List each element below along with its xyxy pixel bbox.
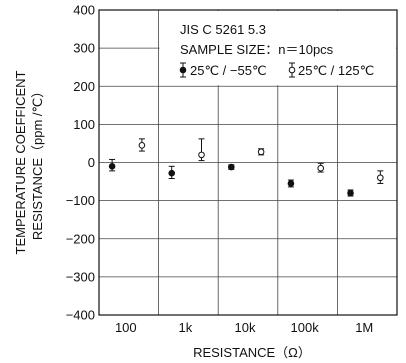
data-point — [198, 138, 205, 162]
data-point — [317, 162, 325, 173]
legend-background — [159, 11, 396, 86]
legend-marker — [179, 62, 187, 78]
y-axis-label-line: TEMPERATURE COEFFICENT — [13, 70, 28, 254]
x-tick-label: 10k — [235, 320, 256, 335]
y-axis-label-line: RESISTANCE（ppm /℃） — [30, 85, 45, 240]
data-point — [287, 179, 295, 188]
data-point — [377, 170, 384, 184]
data-point — [108, 158, 116, 172]
y-tick-label: 200 — [73, 79, 95, 94]
y-tick-label: 0 — [88, 155, 95, 170]
legend-entry-label: 25℃ / −55℃ — [190, 63, 267, 78]
x-axis-ticks: 100 1k 10k 100k 1M — [115, 320, 373, 335]
y-tick-label: −300 — [66, 269, 95, 284]
data-point — [228, 163, 235, 171]
legend: JIS C 5261 5.3 SAMPLE SIZE：n＝10pcs 25℃ /… — [159, 11, 396, 86]
y-axis-label: TEMPERATURE COEFFICENT RESISTANCE（ppm /℃） — [13, 70, 45, 254]
y-tick-label: −200 — [66, 231, 95, 246]
y-tick-label: 300 — [73, 41, 95, 56]
x-tick-label: 100k — [291, 320, 320, 335]
x-axis-label: RESISTANCE（Ω） — [193, 345, 311, 360]
x-tick-label: 100 — [115, 320, 137, 335]
x-tick-label: 1k — [179, 320, 193, 335]
legend-header-standard: JIS C 5261 5.3 — [180, 22, 266, 37]
y-tick-label: −400 — [66, 308, 95, 323]
legend-header-sample-size: SAMPLE SIZE：n＝10pcs — [180, 42, 334, 57]
y-tick-label: −100 — [66, 193, 95, 208]
plot-frame — [98, 9, 398, 316]
data-point — [347, 189, 354, 197]
legend-marker — [288, 62, 296, 78]
data-point — [138, 138, 146, 152]
data-point — [257, 148, 265, 156]
y-tick-label: 100 — [73, 117, 95, 132]
y-axis-ticks: −400 −300 −200 −100 0 100 200 300 400 — [66, 3, 95, 323]
x-tick-label: 1M — [355, 320, 373, 335]
data-point — [168, 165, 176, 180]
y-tick-label: 400 — [73, 3, 95, 18]
series-layer — [108, 138, 384, 197]
legend-entry-label: 25℃ / 125℃ — [298, 63, 374, 78]
